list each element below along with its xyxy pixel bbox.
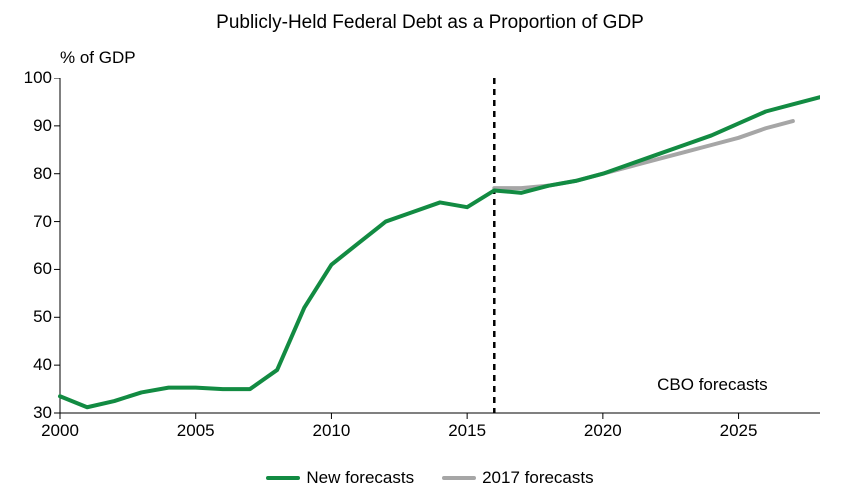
y-axis-label: % of GDP	[60, 48, 136, 68]
y-tick-label: 80	[12, 164, 52, 184]
legend-label-new-forecasts: New forecasts	[306, 468, 414, 488]
y-tick-label: 90	[12, 116, 52, 136]
x-tick-label: 2015	[437, 421, 497, 441]
chart-title: Publicly-Held Federal Debt as a Proporti…	[0, 12, 860, 34]
y-tick-label: 30	[12, 403, 52, 423]
y-tick-label: 50	[12, 307, 52, 327]
legend-item-new-forecasts: New forecasts	[266, 468, 414, 488]
x-tick-label: 2010	[301, 421, 361, 441]
x-tick-label: 2025	[709, 421, 769, 441]
x-tick-label: 2000	[30, 421, 90, 441]
y-tick-label: 60	[12, 259, 52, 279]
y-tick-label: 40	[12, 355, 52, 375]
cbo-annotation: CBO forecasts	[657, 375, 768, 395]
legend-swatch-2017-forecasts	[442, 476, 476, 480]
y-tick-label: 100	[12, 68, 52, 88]
x-tick-label: 2020	[573, 421, 633, 441]
legend: New forecasts 2017 forecasts	[0, 468, 860, 488]
legend-swatch-new-forecasts	[266, 476, 300, 480]
y-tick-label: 70	[12, 212, 52, 232]
legend-label-2017-forecasts: 2017 forecasts	[482, 468, 594, 488]
plot-area	[54, 78, 820, 419]
x-tick-label: 2005	[166, 421, 226, 441]
legend-item-2017-forecasts: 2017 forecasts	[442, 468, 594, 488]
chart-container: Publicly-Held Federal Debt as a Proporti…	[0, 0, 860, 500]
